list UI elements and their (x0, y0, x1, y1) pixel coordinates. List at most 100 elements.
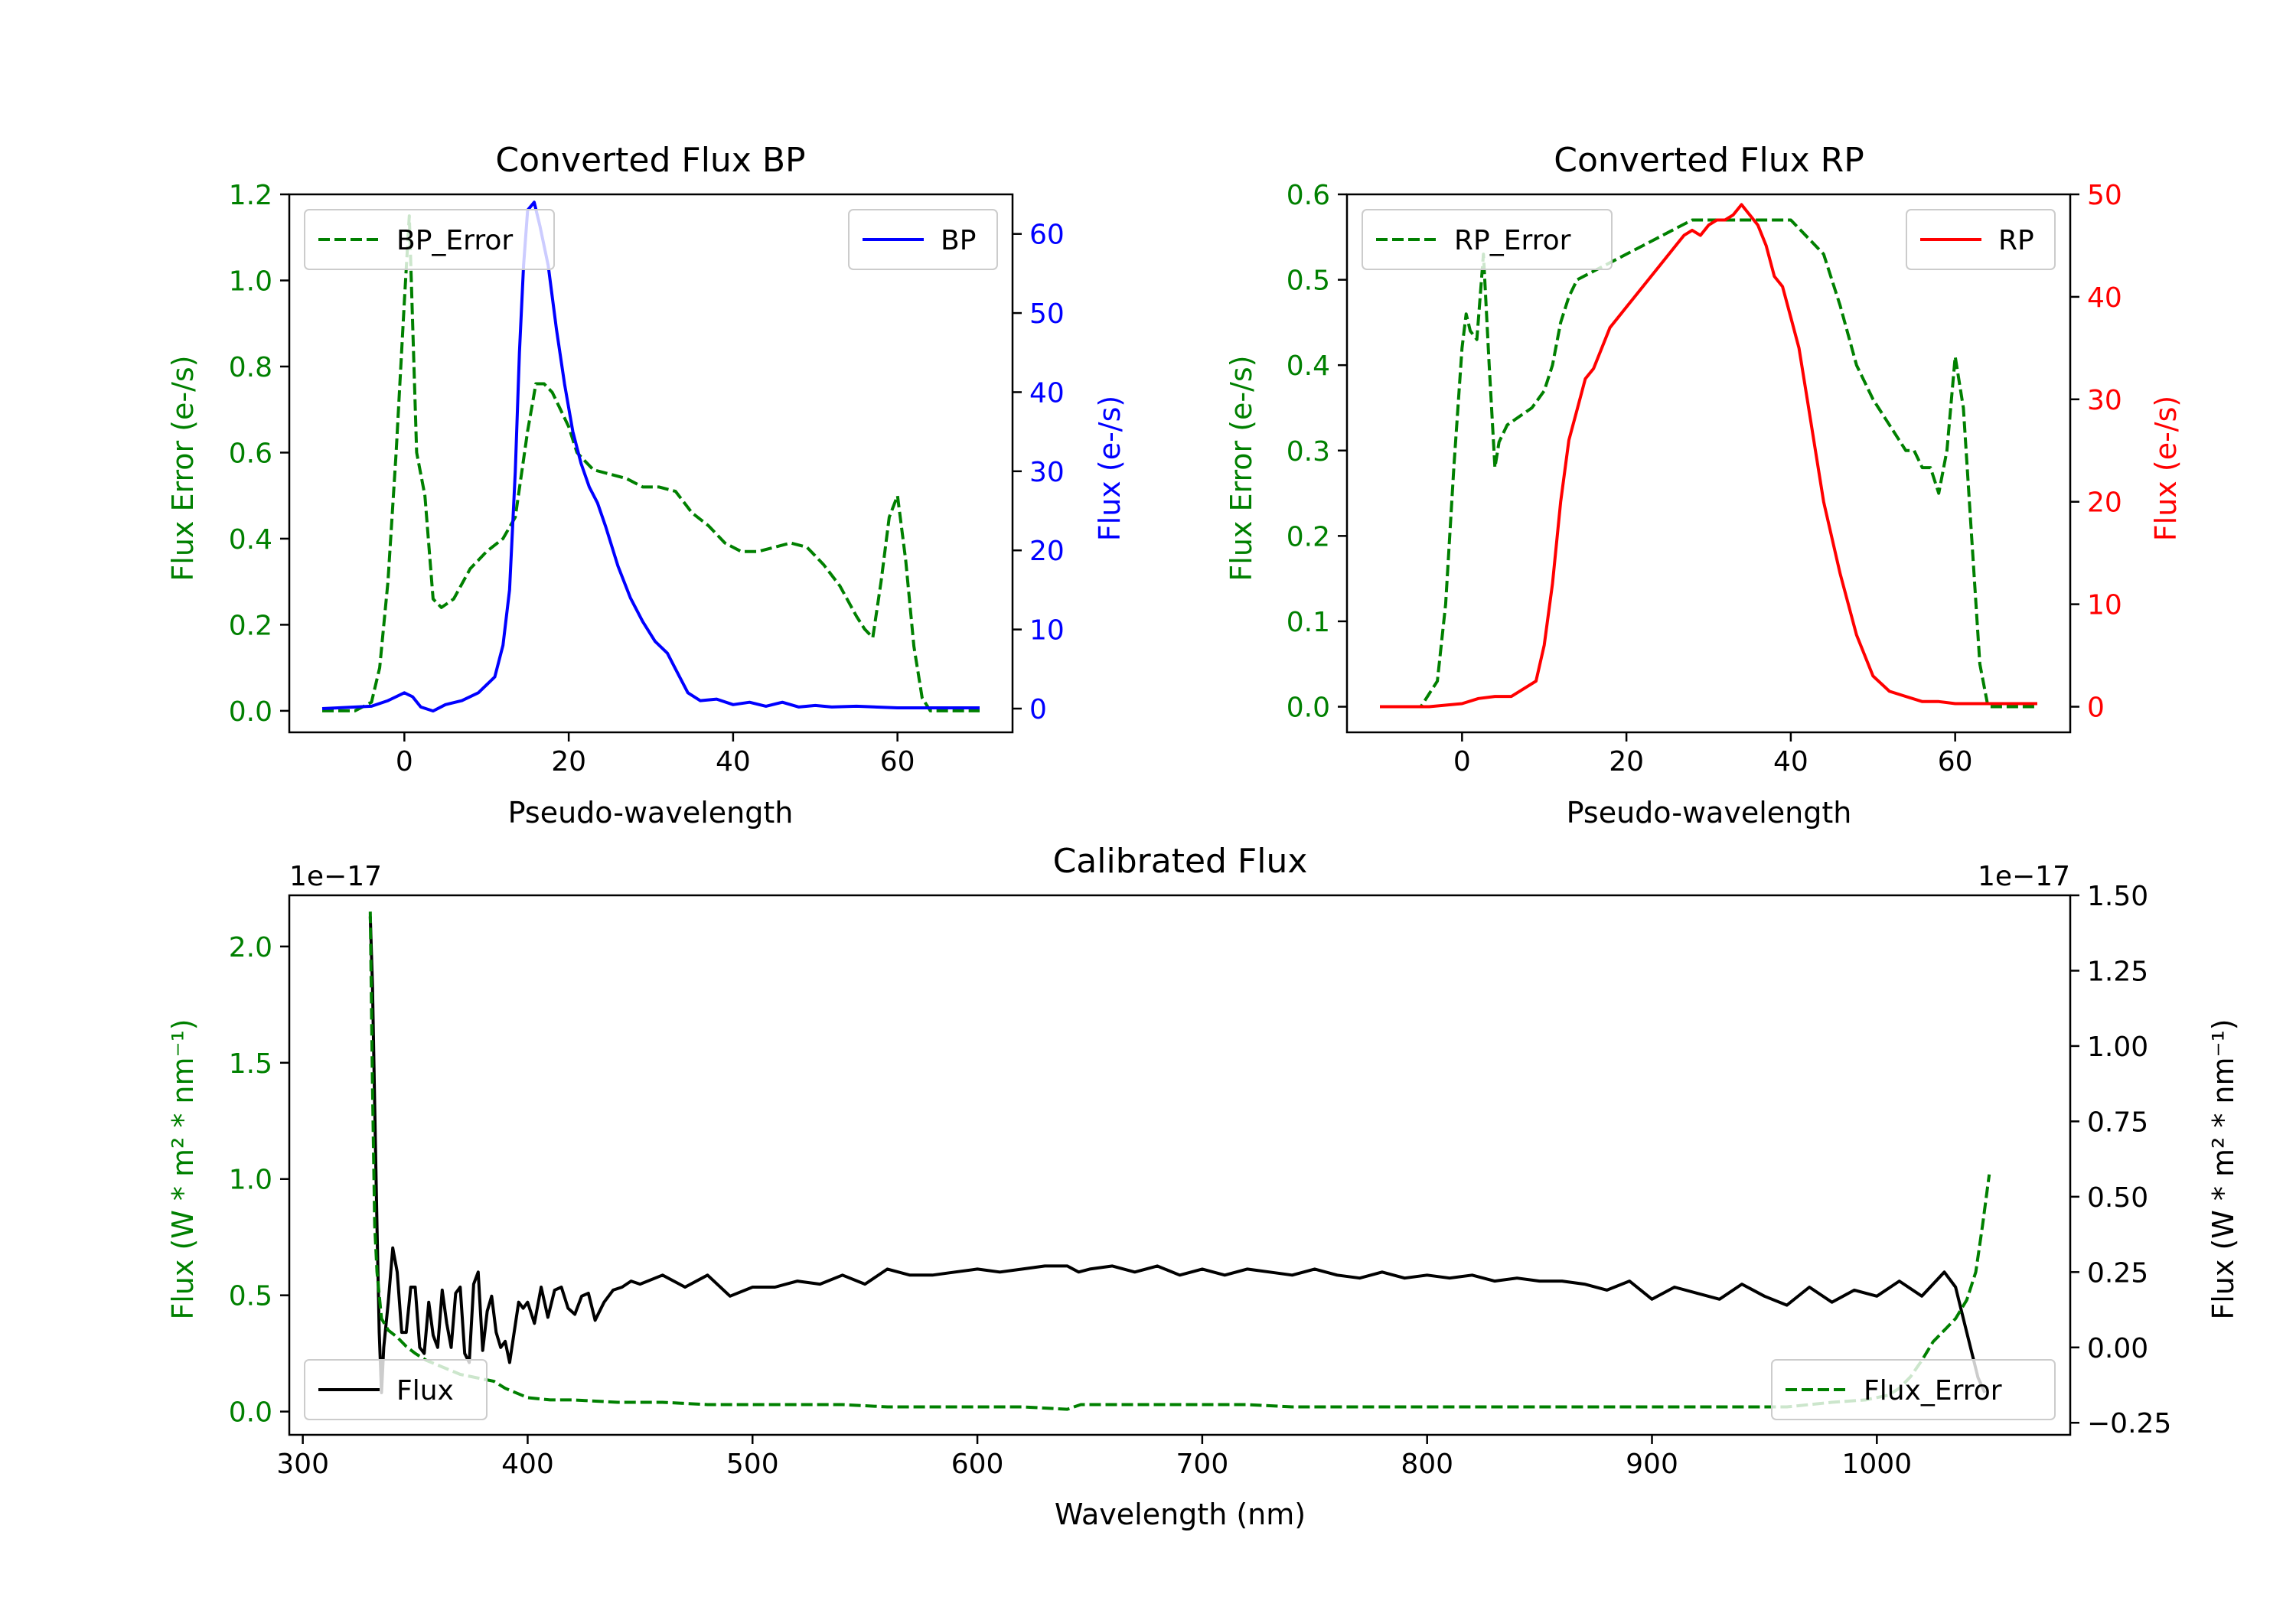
bp-legend-box (304, 209, 555, 270)
calibrated-x-axis-label: Wavelength (nm) (1055, 1498, 1306, 1531)
rp-left-tick-label: 0.4 (1287, 350, 1330, 382)
calibrated-x-tick-label: 700 (1176, 1449, 1229, 1480)
rp-x-tick-label: 0 (1453, 746, 1471, 777)
rp-left-tick-label: 0.5 (1287, 266, 1330, 297)
bp-right-tick-label: 40 (1029, 377, 1065, 409)
bp-right-tick-label: 10 (1029, 615, 1065, 647)
bp-axes-frame (288, 193, 1014, 734)
rp-left-tick-label: 0.6 (1287, 180, 1330, 211)
calibrated-legend-box (1771, 1359, 2056, 1420)
calibrated-right-tick-label: 0.00 (2087, 1333, 2148, 1364)
calibrated-x-tick-label: 1000 (1842, 1449, 1913, 1480)
calibrated-right-tick-label: 1.25 (2087, 956, 2148, 987)
rp-chart: Converted Flux RP Pseudo-wavelength Flux… (1225, 141, 2183, 830)
bp-right-axis-label: Flux (e-/s) (1093, 396, 1127, 541)
calibrated-x-tick-label: 500 (726, 1449, 779, 1480)
bp-x-tick-label: 40 (716, 746, 751, 777)
calibrated-right-tick-label: 0.50 (2087, 1182, 2148, 1214)
rp-legend-box (1362, 209, 1613, 270)
calibrated-right-tick-label: 0.25 (2087, 1257, 2148, 1289)
bp-left-tick-label: 0.4 (229, 524, 272, 556)
bp-left-tick-label: 0.6 (229, 438, 272, 469)
bp-x-axis-label: Pseudo-wavelength (508, 796, 794, 830)
rp-left-tick-label: 0.0 (1287, 693, 1330, 724)
bp-x-tick-label: 60 (880, 746, 915, 777)
calibrated-x-tick-label: 600 (951, 1449, 1004, 1480)
calibrated-x-tick-label: 400 (501, 1449, 554, 1480)
calibrated-axes-frame (288, 894, 2072, 1436)
bp-right-tick-label: 20 (1029, 536, 1065, 567)
calibrated-right-tick-label: −0.25 (2087, 1408, 2171, 1439)
rp-left-tick-label: 0.2 (1287, 521, 1330, 553)
calibrated-x-tick-label: 300 (276, 1449, 329, 1480)
bp-right-tick-label: 60 (1029, 220, 1065, 251)
calibrated-legend-label: Flux_Error (1864, 1375, 2002, 1407)
bp-left-tick-label: 1.2 (229, 180, 272, 211)
bp-legend-label: BP_Error (396, 225, 513, 256)
rp-legends: RP_Error RP (1362, 209, 2056, 270)
bp-left-axis-label: Flux Error (e-/s) (166, 355, 200, 581)
rp-x-tick-label: 40 (1773, 746, 1808, 777)
calibrated-right-tick-label: 1.00 (2087, 1032, 2148, 1063)
rp-legend-label: RP_Error (1454, 225, 1571, 256)
bp-x-tick-label: 0 (396, 746, 413, 777)
bp-legends: BP_Error BP (304, 209, 998, 270)
rp-plot-area: 0 20 40 60 0.0 0.1 0.2 0.3 0.4 0.5 0.6 0 10 20 30 40 50 (1287, 180, 2122, 777)
rp-series-rp-line (1380, 203, 2037, 709)
bp-chart-title: Converted Flux BP (495, 141, 805, 180)
rp-right-tick-label: 20 (2087, 487, 2122, 519)
rp-x-axis-label: Pseudo-wavelength (1567, 796, 1852, 830)
bp-left-tick-label: 0.8 (229, 352, 272, 383)
bp-legend-bp-error: BP_Error (304, 209, 555, 270)
calibrated-left-axis-label: Flux (W * m² * nm⁻¹) (166, 1019, 200, 1319)
calibrated-right-tick-label: 1.50 (2087, 881, 2148, 912)
calibrated-series-flux-line (368, 916, 1987, 1394)
bp-left-tick-label: 0.0 (229, 696, 272, 728)
calibrated-right-axis-label: Flux (W * m² * nm⁻¹) (2206, 1019, 2240, 1319)
rp-legend-rp: RP (1906, 209, 2056, 270)
bp-series-bp-error-line (322, 214, 980, 712)
rp-right-axis-label: Flux (e-/s) (2149, 396, 2183, 541)
bp-series-bp-line (321, 200, 980, 713)
calibrated-x-tick-label: 800 (1401, 1449, 1453, 1480)
bp-right-tick-label: 50 (1029, 298, 1065, 330)
rp-left-tick-label: 0.3 (1287, 436, 1330, 468)
rp-left-tick-label: 0.1 (1287, 607, 1330, 638)
calibrated-left-tick-label: 1.5 (229, 1048, 272, 1080)
bp-legend-label: BP (941, 225, 976, 256)
rp-right-tick-label: 50 (2087, 180, 2122, 211)
calibrated-left-offset-label: 1e−17 (289, 861, 382, 892)
bp-right-tick-label: 30 (1029, 457, 1065, 488)
rp-axes-frame (1345, 193, 2072, 734)
calibrated-plot-area: 300 400 500 600 700 800 900 1000 0.0 0.5 1.0 1.5 2.0… (229, 881, 2172, 1480)
calibrated-chart-title: Calibrated Flux (1053, 842, 1308, 881)
calibrated-legend-flux-error: Flux_Error (1771, 1359, 2056, 1420)
rp-chart-title: Converted Flux RP (1554, 141, 1864, 180)
calibrated-left-tick-label: 0.0 (229, 1397, 272, 1429)
calibrated-legend-label: Flux (396, 1375, 454, 1407)
rp-x-tick-label: 60 (1938, 746, 1973, 777)
calibrated-x-tick-label: 900 (1626, 1449, 1678, 1480)
bp-legend-bp: BP (848, 209, 998, 270)
bp-chart: Converted Flux BP Pseudo-wavelength Flux… (166, 141, 1127, 830)
rp-right-tick-label: 10 (2087, 590, 2122, 621)
rp-right-tick-label: 30 (2087, 385, 2122, 416)
rp-legend-label: RP (1998, 225, 2034, 256)
calibrated-legend-box (304, 1359, 488, 1420)
calibrated-left-tick-label: 0.5 (229, 1281, 272, 1312)
bp-x-tick-label: 20 (551, 746, 586, 777)
rp-x-tick-label: 20 (1609, 746, 1644, 777)
rp-right-tick-label: 0 (2087, 693, 2105, 724)
calibrated-right-tick-label: 0.75 (2087, 1107, 2148, 1138)
calibrated-legend-flux: Flux (304, 1359, 488, 1420)
rp-left-axis-label: Flux Error (e-/s) (1225, 355, 1258, 581)
bp-plot-area: 0 20 40 60 0.0 0.2 0.4 0.6 0.8 1.0 1.2 0 10 20 30 40 50 6… (229, 180, 1065, 777)
calibrated-chart: Calibrated Flux Wavelength (nm) 1e−17 1e… (166, 842, 2240, 1531)
calibrated-legends: Flux Flux_Error (304, 1359, 2056, 1420)
calibrated-left-tick-label: 1.0 (229, 1165, 272, 1196)
rp-legend-rp-error: RP_Error (1362, 209, 1613, 270)
calibrated-left-tick-label: 2.0 (229, 932, 272, 963)
rp-right-tick-label: 40 (2087, 282, 2122, 314)
bp-left-tick-label: 1.0 (229, 266, 272, 297)
